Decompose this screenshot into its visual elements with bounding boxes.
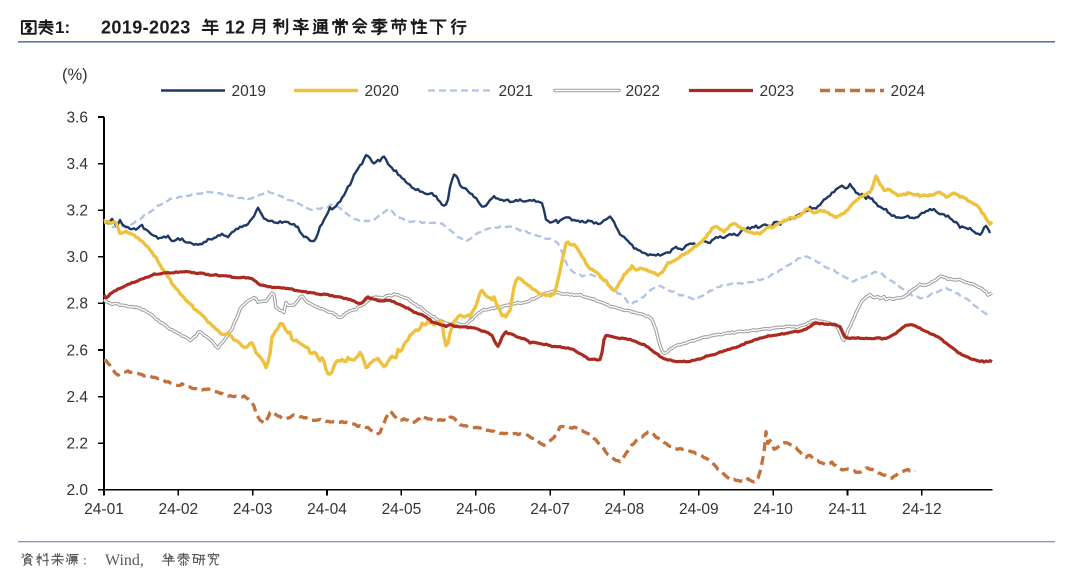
svg-text:2.6: 2.6: [66, 342, 88, 359]
svg-text:3.0: 3.0: [66, 249, 88, 266]
svg-text:1:: 1:: [55, 18, 70, 37]
svg-text:3.2: 3.2: [66, 203, 88, 220]
svg-text:24-09: 24-09: [679, 501, 719, 518]
svg-text:2022: 2022: [626, 83, 660, 100]
svg-text:(%): (%): [62, 66, 88, 84]
svg-text:Wind,: Wind,: [105, 552, 144, 569]
svg-text:2024: 2024: [891, 83, 926, 100]
svg-text:2019-2023: 2019-2023: [101, 18, 191, 38]
svg-text:24-01: 24-01: [84, 501, 124, 518]
svg-text:2019: 2019: [232, 83, 266, 100]
svg-text:24-08: 24-08: [605, 501, 645, 518]
svg-text:24-07: 24-07: [530, 501, 570, 518]
svg-text:24-10: 24-10: [753, 501, 793, 518]
svg-text:2021: 2021: [499, 83, 533, 100]
svg-text:24-02: 24-02: [158, 501, 198, 518]
svg-text:2020: 2020: [365, 83, 400, 100]
svg-text:2023: 2023: [760, 83, 794, 100]
svg-text:2.8: 2.8: [66, 296, 88, 313]
svg-text:24-05: 24-05: [382, 501, 422, 518]
svg-text:3.6: 3.6: [66, 109, 88, 126]
svg-text:24-03: 24-03: [233, 501, 273, 518]
svg-text:2.2: 2.2: [66, 436, 88, 453]
svg-text:2.4: 2.4: [66, 389, 88, 406]
svg-text:24-04: 24-04: [307, 501, 347, 518]
svg-text::: :: [83, 554, 87, 569]
svg-text:24-12: 24-12: [902, 501, 942, 518]
svg-text:24-11: 24-11: [828, 501, 867, 518]
svg-text:2.0: 2.0: [66, 482, 88, 499]
svg-text:24-06: 24-06: [456, 501, 496, 518]
svg-text:12: 12: [225, 18, 245, 38]
svg-text:3.4: 3.4: [66, 156, 88, 173]
